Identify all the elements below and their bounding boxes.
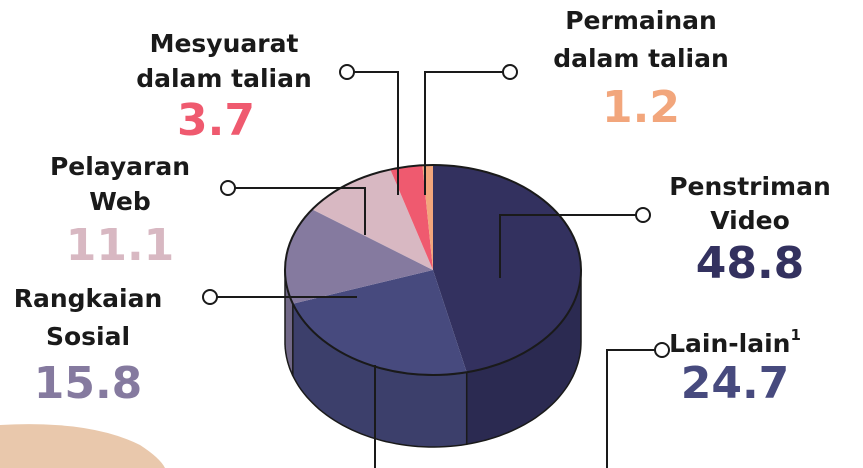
slice	[312, 169, 433, 270]
leader-dot	[220, 180, 236, 196]
value-label: 48.8	[696, 238, 805, 289]
category-label: Web	[89, 187, 151, 216]
slice	[390, 165, 433, 270]
leader-line	[424, 71, 503, 195]
pie	[284, 164, 582, 448]
slice	[433, 165, 582, 373]
category-label: dalam talian	[553, 44, 729, 73]
category-label: dalam talian	[136, 64, 312, 93]
category-label: Sosial	[46, 322, 130, 351]
category-label: Permainan	[565, 6, 717, 35]
category-label: Video	[710, 206, 790, 235]
category-label: Mesyuarat	[150, 29, 299, 58]
leader-dot	[635, 207, 651, 223]
leader-line	[499, 214, 636, 278]
value-label: 24.7	[681, 358, 790, 409]
pie-outline	[284, 164, 582, 376]
leader-line	[235, 187, 366, 235]
value-label: 3.7	[177, 95, 255, 146]
category-label: Pelayaran	[50, 152, 190, 181]
value-label: 15.8	[34, 358, 143, 409]
decor-blob	[0, 424, 165, 468]
category-label: Rangkaian	[14, 284, 163, 313]
leader-dot	[339, 64, 355, 80]
leader-line	[354, 71, 399, 195]
slice	[285, 209, 433, 304]
leader-dot	[202, 289, 218, 305]
category-label: Penstriman	[669, 172, 831, 201]
category-label: Lain-lain1	[669, 326, 801, 359]
leaders	[202, 64, 670, 468]
footnote-mark: 1	[790, 326, 800, 344]
value-label: 1.2	[602, 82, 680, 133]
leader-line	[606, 349, 655, 468]
leader-dot	[654, 342, 670, 358]
value-label: 11.1	[66, 220, 175, 271]
leader-dot	[502, 64, 518, 80]
